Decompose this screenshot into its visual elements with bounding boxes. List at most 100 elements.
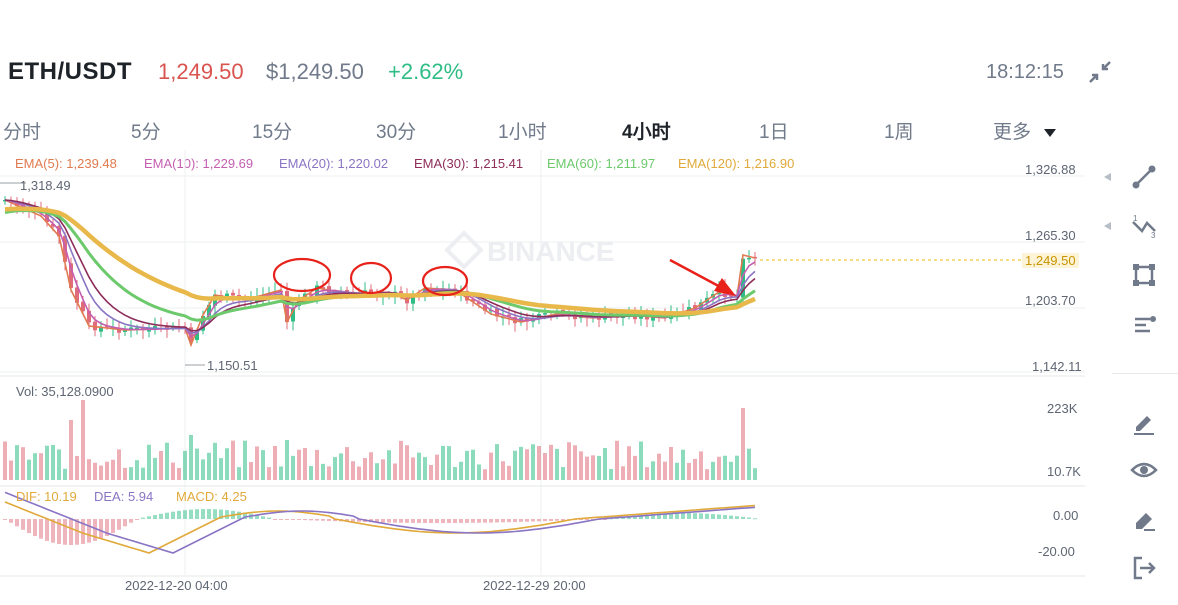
ema20-label: EMA(20): 1,220.02 [279, 156, 389, 171]
volume-bar [411, 457, 415, 480]
collapse-fullscreen-icon[interactable] [1086, 58, 1114, 86]
candle-body [123, 330, 127, 332]
tab-more[interactable]: 更多 [993, 117, 1057, 144]
macd-bar [333, 519, 337, 522]
pair-title: ETH/USDT [8, 58, 132, 85]
volume-bar [195, 448, 199, 480]
shape-tool-icon[interactable] [1130, 261, 1158, 289]
macd-bar [393, 519, 397, 523]
svg-text:1: 1 [1133, 214, 1138, 223]
macd-bar [93, 519, 97, 541]
candle-body [411, 294, 415, 304]
caret-down-icon [1044, 128, 1057, 137]
macd-bar [603, 519, 607, 520]
macd-bar [747, 517, 751, 519]
eye-icon[interactable] [1130, 456, 1158, 484]
macd-bar [639, 515, 643, 519]
macd-bar [477, 519, 481, 523]
tab-5m[interactable]: 5分 [131, 122, 161, 143]
macd-bar [693, 513, 697, 519]
volume-bar [129, 467, 133, 480]
volume-bar [639, 441, 643, 480]
macd-bar [33, 519, 37, 537]
volume-bar [681, 449, 685, 480]
volume-bar [435, 454, 439, 480]
volume-bar [9, 460, 13, 480]
candle-body [369, 289, 373, 294]
volume-bar [291, 455, 295, 480]
macd-bar [141, 517, 145, 519]
candle-body [573, 314, 577, 320]
macd-bar [123, 519, 127, 527]
volume-bar [345, 447, 349, 480]
volume-bar [33, 453, 37, 480]
macd-axis-neg: -20.00 [1038, 544, 1075, 559]
macd-bar [357, 519, 361, 522]
volume-bar [723, 455, 727, 480]
tab-30m[interactable]: 30分 [376, 122, 417, 143]
macd-bar [237, 511, 241, 519]
exit-icon[interactable] [1130, 554, 1158, 582]
volume-bar [417, 452, 421, 480]
line-tool-icon[interactable] [1130, 163, 1158, 191]
macd-bar [447, 519, 451, 523]
candle-body [483, 304, 487, 311]
expand-arrow-icon[interactable] [1104, 222, 1111, 230]
macd-bar [279, 519, 283, 520]
macd-bar [723, 515, 727, 519]
candle-body [321, 287, 325, 289]
volume-bar [465, 450, 469, 480]
expand-arrow-icon[interactable] [1104, 173, 1111, 181]
macd-bar [273, 519, 277, 520]
macd-bar [471, 519, 475, 523]
macd-bar [687, 513, 691, 519]
price-axis-label: 1,326.88 [1025, 162, 1076, 177]
fib-tool-icon[interactable] [1130, 310, 1158, 338]
macd-bar [45, 519, 49, 541]
macd-bar [171, 511, 175, 519]
eraser-icon[interactable] [1130, 505, 1158, 533]
macd-bar [459, 519, 463, 523]
volume-bar [573, 445, 577, 480]
volume-bar [141, 467, 145, 480]
macd-bar [309, 519, 313, 521]
macd-bar [57, 519, 61, 544]
volume-bar [351, 461, 355, 480]
volume-bar [321, 463, 325, 480]
macd-bar [651, 514, 655, 519]
volume-bar [315, 449, 319, 480]
annotation-circles [272, 257, 469, 297]
ema5-label: EMA(5): 1,239.48 [15, 156, 117, 171]
volume-bar [207, 452, 211, 480]
volume-bar [27, 459, 31, 480]
volume-bar [225, 448, 229, 480]
macd-bar [303, 519, 307, 521]
candle-body [51, 223, 55, 227]
macd-bar [63, 519, 67, 545]
volume-bar [117, 449, 121, 480]
macd-bar [387, 519, 391, 523]
tab-1w[interactable]: 1周 [884, 122, 914, 143]
tab-more-label: 更多 [993, 122, 1032, 143]
watermark-text: BINANCE [487, 236, 615, 267]
tab-1d[interactable]: 1日 [759, 122, 789, 143]
tab-timeline[interactable]: 分时 [3, 122, 42, 143]
volume-bar [627, 446, 631, 480]
volume-label: Vol: 35,128.0900 [16, 384, 114, 399]
tab-4h[interactable]: 4小时 [622, 122, 671, 143]
tab-1h[interactable]: 1小时 [498, 122, 547, 143]
macd-bar [435, 519, 439, 523]
volume-bar [171, 462, 175, 480]
candle-body [309, 293, 313, 296]
brush-icon[interactable] [1130, 408, 1158, 436]
macd-bar [195, 509, 199, 519]
candlestick-chart[interactable]: BINANCE [0, 150, 1085, 590]
macd-bar [21, 519, 25, 530]
volume-bar [15, 445, 19, 480]
tab-15m[interactable]: 15分 [252, 122, 293, 143]
macd-bar [465, 519, 469, 523]
volume-bar [273, 446, 277, 480]
macd-bar [525, 519, 529, 522]
volume-bar [237, 467, 241, 480]
